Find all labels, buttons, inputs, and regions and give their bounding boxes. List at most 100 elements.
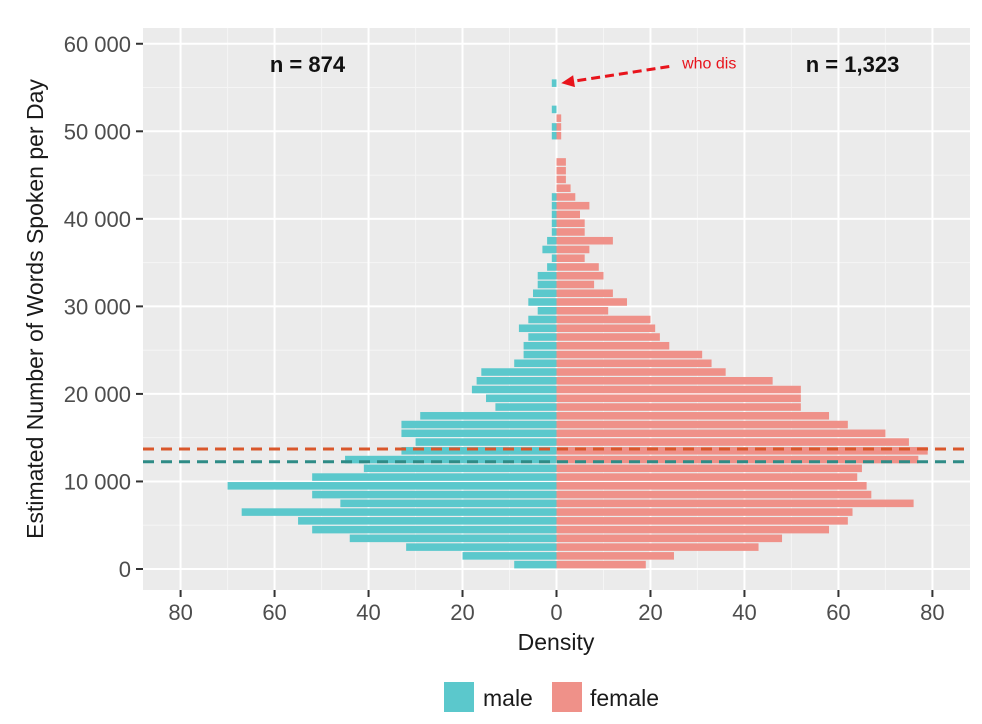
male-bar	[298, 517, 557, 525]
x-tick-label: 80	[168, 600, 192, 625]
male-bar	[523, 341, 557, 350]
female-bar	[556, 482, 867, 490]
n-label-female: n = 1,323	[806, 52, 900, 77]
female-bar	[556, 280, 595, 289]
female-bar	[556, 420, 848, 429]
male-bar	[528, 298, 557, 306]
male-bar	[533, 289, 557, 298]
female-bar	[556, 368, 726, 376]
y-tick-label: 60 000	[64, 32, 131, 57]
male-bar	[471, 385, 557, 394]
female-bar	[556, 315, 651, 324]
y-axis: 0 10 000 20 000 30 000 40 000 50 000 60 000	[64, 32, 143, 582]
female-bar	[556, 123, 562, 131]
x-tick-label: 20	[450, 600, 474, 625]
female-bar	[556, 201, 590, 210]
male-bar	[551, 79, 557, 87]
male-bar	[551, 201, 557, 210]
female-bar	[556, 499, 914, 508]
female-bar	[556, 245, 590, 254]
legend-label-female: female	[590, 685, 659, 711]
female-bar	[556, 464, 862, 473]
x-axis-title: Density	[518, 629, 595, 655]
female-bar	[556, 438, 909, 446]
female-bar	[556, 263, 599, 271]
who-dis-note: who dis	[681, 55, 736, 72]
female-bar	[556, 385, 801, 394]
legend-label-male: male	[483, 685, 533, 711]
y-tick-label: 50 000	[64, 119, 131, 144]
y-tick-label: 20 000	[64, 382, 131, 407]
male-bar	[551, 131, 557, 140]
male-bar	[486, 394, 557, 403]
female-bar	[556, 403, 801, 411]
male-bar	[227, 482, 557, 490]
male-bar	[551, 210, 557, 219]
female-bar	[556, 236, 613, 245]
x-tick-label: 0	[550, 600, 562, 625]
male-bar	[312, 490, 557, 499]
male-bar	[481, 368, 557, 376]
male-bar	[514, 359, 557, 368]
female-bar	[556, 543, 759, 551]
male-bar	[537, 271, 557, 280]
male-bar	[514, 560, 557, 569]
x-tick-label: 60	[826, 600, 850, 625]
male-bar	[406, 543, 557, 551]
female-bar	[556, 447, 928, 455]
male-bar	[537, 280, 557, 289]
male-bar	[363, 464, 557, 473]
female-bar	[556, 377, 773, 385]
male-bar	[542, 245, 557, 254]
female-bar	[556, 324, 656, 333]
male-bar	[518, 324, 557, 333]
female-bar	[556, 184, 571, 192]
female-bar	[556, 166, 566, 175]
male-bar	[523, 350, 557, 359]
male-bar	[547, 263, 557, 271]
y-axis-title: Estimated Number of Words Spoken per Day	[22, 79, 48, 539]
female-bar	[556, 333, 660, 341]
female-bar	[556, 412, 830, 420]
x-tick-label: 60	[262, 600, 286, 625]
male-bar	[349, 534, 557, 543]
female-bar	[556, 341, 670, 350]
who-dis-arrow	[573, 65, 670, 83]
female-bar	[556, 228, 585, 236]
female-bar	[556, 534, 783, 543]
y-tick-label: 40 000	[64, 207, 131, 232]
male-bar	[551, 193, 557, 201]
male-bar	[547, 236, 557, 245]
female-bar	[556, 289, 613, 298]
annotations: n = 874 n = 1,323 who dis	[270, 52, 900, 88]
female-bar	[556, 517, 848, 525]
male-bar	[462, 552, 557, 560]
male-bar	[420, 412, 557, 420]
x-tick-label: 40	[356, 600, 380, 625]
male-bar	[551, 105, 557, 114]
female-bar	[556, 158, 566, 166]
female-bar	[556, 455, 919, 464]
female-bar	[556, 210, 580, 219]
male-bar	[312, 525, 557, 534]
female-bar	[556, 219, 585, 227]
male-bar	[551, 254, 557, 263]
male-bars	[227, 79, 557, 569]
female-bar	[556, 350, 703, 359]
male-bar	[312, 473, 557, 481]
female-bar	[556, 298, 627, 306]
y-tick-label: 10 000	[64, 469, 131, 494]
legend-key-female	[552, 682, 582, 712]
female-bar	[556, 271, 604, 280]
female-bar	[556, 525, 830, 534]
female-bar	[556, 254, 585, 263]
female-bar	[556, 560, 646, 569]
n-label-male: n = 874	[270, 52, 346, 77]
female-bar	[556, 473, 858, 481]
female-bar	[556, 490, 872, 499]
female-bar	[556, 193, 576, 201]
female-bar	[556, 429, 886, 438]
female-bar	[556, 131, 562, 140]
reference-lines	[143, 447, 970, 464]
